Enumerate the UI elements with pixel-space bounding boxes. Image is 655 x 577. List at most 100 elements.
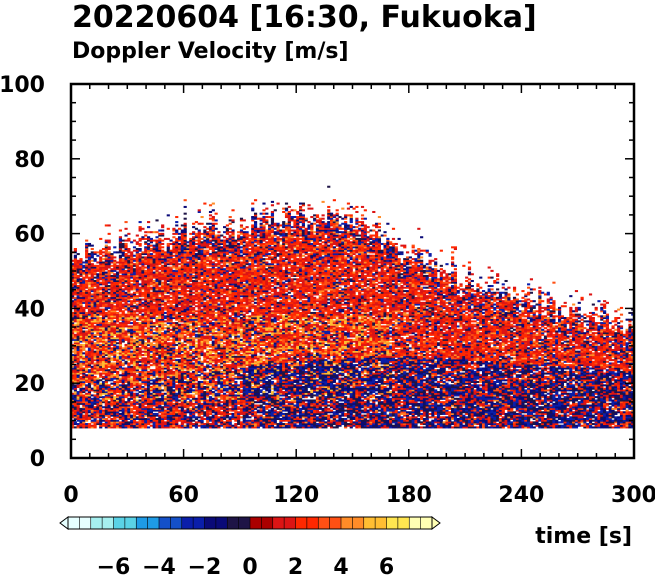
heatmap-cell (79, 298, 83, 301)
heatmap-cell (155, 377, 159, 380)
heatmap-cell (87, 387, 92, 390)
heatmap-cell (113, 306, 117, 309)
heatmap-cell (121, 298, 125, 301)
heatmap-cell (163, 295, 168, 298)
heatmap-cell (85, 330, 89, 333)
heatmap-cell (76, 281, 80, 284)
heatmap-cell (71, 397, 75, 400)
heatmap-cell (113, 327, 117, 330)
heatmap-cell (110, 328, 114, 331)
heatmap-cell (166, 242, 170, 245)
heatmap-cell (121, 242, 125, 245)
heatmap-cell (96, 291, 100, 294)
heatmap-cell (124, 318, 128, 321)
heatmap-cell (127, 288, 131, 291)
heatmap-cell (87, 320, 92, 323)
heatmap-cell (79, 416, 83, 419)
heatmap-cell (73, 328, 77, 331)
heatmap-cell (87, 423, 92, 426)
heatmap-cell (149, 386, 153, 389)
heatmap-cell (101, 283, 106, 286)
heatmap-cell (113, 416, 117, 419)
heatmap-cell (101, 330, 106, 333)
heatmap-cell (76, 268, 80, 271)
heatmap-cell (85, 380, 89, 383)
heatmap-cell (96, 286, 100, 289)
heatmap-cell (183, 205, 187, 208)
heatmap-cell (121, 303, 125, 306)
heatmap-cell (79, 308, 83, 311)
heatmap-cell (93, 311, 97, 314)
heatmap-cell (110, 335, 114, 338)
heatmap-cell (175, 221, 179, 224)
heatmap-cell (101, 370, 106, 373)
heatmap-cell (121, 417, 125, 421)
heatmap-cell (118, 254, 123, 257)
heatmap-cell (93, 396, 97, 399)
heatmap-cell (118, 360, 123, 363)
heatmap-cell (183, 335, 187, 338)
heatmap-cell (124, 317, 128, 320)
heatmap-cell (76, 342, 80, 345)
heatmap-cell (96, 421, 100, 424)
heatmap-cell (124, 375, 128, 378)
heatmap-cell (127, 263, 131, 266)
heatmap-cell (113, 273, 117, 276)
heatmap-cell (73, 337, 77, 340)
heatmap-cell (87, 269, 92, 272)
heatmap-cell (71, 386, 75, 389)
heatmap-cell (104, 224, 108, 227)
heatmap-cell (121, 261, 125, 264)
heatmap-cell (101, 332, 106, 335)
heatmap-cell (82, 417, 86, 421)
heatmap-cell (93, 253, 97, 256)
heatmap-cell (104, 325, 108, 328)
heatmap-cell (87, 391, 92, 394)
heatmap-cell (104, 285, 108, 288)
heatmap-cell (130, 404, 134, 407)
heatmap-cell (85, 264, 89, 267)
heatmap-cell (73, 377, 77, 380)
heatmap-cell (118, 261, 123, 264)
heatmap-cell (113, 345, 117, 348)
heatmap-cell (79, 288, 83, 291)
heatmap-cell (116, 386, 120, 389)
heatmap-cell (172, 402, 176, 405)
heatmap-cell (118, 342, 123, 345)
heatmap-cell (71, 357, 75, 360)
heatmap-cell (203, 352, 207, 355)
heatmap-cell (110, 332, 114, 335)
heatmap-cell (99, 340, 103, 343)
heatmap-cell (90, 264, 94, 267)
heatmap-cell (118, 399, 123, 402)
heatmap-cell (175, 392, 179, 395)
heatmap-cell (107, 269, 111, 272)
heatmap-cell (121, 295, 125, 298)
heatmap-cell (76, 253, 80, 256)
heatmap-cell (116, 288, 120, 291)
heatmap-cell (73, 389, 77, 392)
heatmap-cell (87, 311, 92, 314)
heatmap-cell (85, 404, 89, 407)
heatmap-cell (124, 246, 128, 249)
heatmap-cell (101, 354, 106, 357)
heatmap-cell (110, 382, 114, 385)
heatmap-cell (130, 370, 134, 373)
heatmap-cell (110, 322, 114, 325)
heatmap-cell (113, 286, 117, 289)
heatmap-cell (82, 352, 86, 355)
heatmap-cell (101, 263, 106, 266)
heatmap-cell (87, 354, 92, 357)
heatmap-cell (132, 246, 137, 249)
heatmap-cell (96, 387, 100, 390)
heatmap-cell (96, 285, 100, 288)
heatmap-cell (110, 411, 114, 414)
heatmap-cell (127, 330, 131, 333)
heatmap-cell (107, 241, 111, 244)
heatmap-cell (124, 261, 128, 264)
heatmap-cell (104, 380, 108, 383)
heatmap-cell (71, 392, 75, 395)
heatmap-cell (82, 369, 86, 372)
heatmap-cell (132, 392, 137, 395)
heatmap-cell (82, 374, 86, 377)
